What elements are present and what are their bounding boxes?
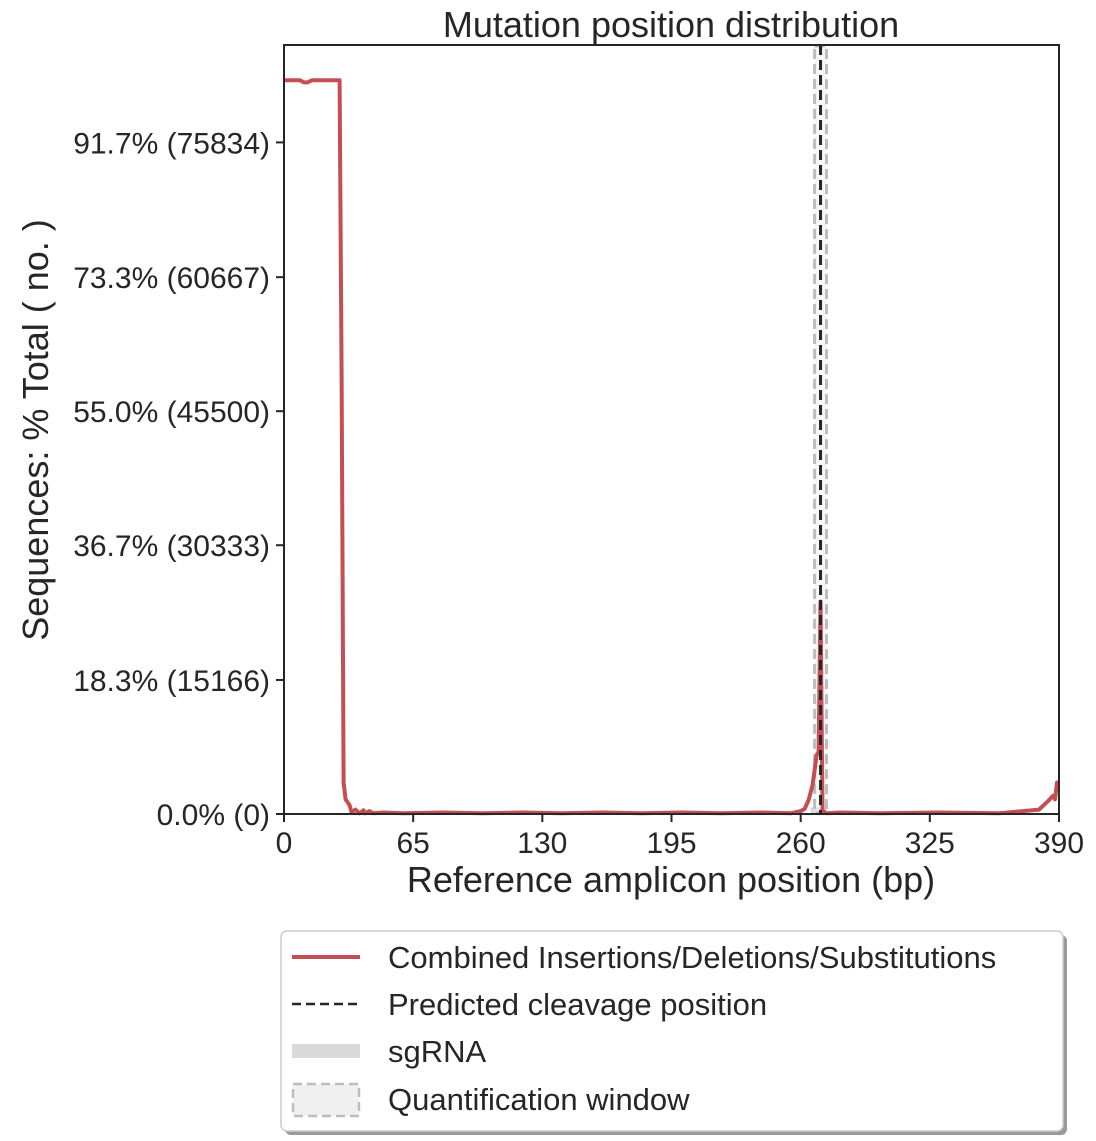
x-tick-label: 390 (1034, 827, 1084, 860)
x-tick-label: 65 (396, 827, 429, 860)
series-line-0 (284, 78, 1059, 816)
plot-frame (283, 44, 1060, 815)
legend-label-sgrna: sgRNA (388, 1034, 487, 1069)
legend-box (280, 930, 1064, 1132)
y-axis-label: Sequences: % Total ( no. ) (15, 219, 56, 641)
x-axis-label: Reference amplicon position (bp) (407, 859, 935, 900)
x-tick-label: 260 (776, 827, 826, 860)
chart-series-layer (284, 45, 1059, 816)
x-tick-label: 195 (646, 827, 696, 860)
y-tick-label: 73.3% (60667) (73, 262, 270, 295)
gray-bar-icon (292, 1044, 360, 1058)
legend-label-quantification: Quantification window (388, 1082, 690, 1117)
y-tick-label: 55.0% (45500) (73, 396, 270, 429)
chart-title: Mutation position distribution (443, 4, 899, 45)
y-tick-label: 91.7% (75834) (73, 127, 270, 160)
dashed-box-icon (291, 1082, 361, 1118)
legend: Combined Insertions/Deletions/Substituti… (280, 930, 1067, 1135)
x-tick-label: 325 (905, 827, 955, 860)
x-tick-label: 0 (276, 827, 293, 860)
y-tick-label: 0.0% (0) (157, 799, 270, 832)
y-tick-label: 36.7% (30333) (73, 530, 270, 563)
x-tick-label: 130 (517, 827, 567, 860)
axis-ticks-layer: 0 65 130 195 260 325 390 0.0% (0) 18.3% (15166) 3… (73, 127, 1084, 860)
legend-label-indels: Combined Insertions/Deletions/Substituti… (388, 940, 996, 975)
y-tick-label: 18.3% (15166) (73, 665, 270, 698)
legend-label-cleavage: Predicted cleavage position (388, 987, 767, 1022)
